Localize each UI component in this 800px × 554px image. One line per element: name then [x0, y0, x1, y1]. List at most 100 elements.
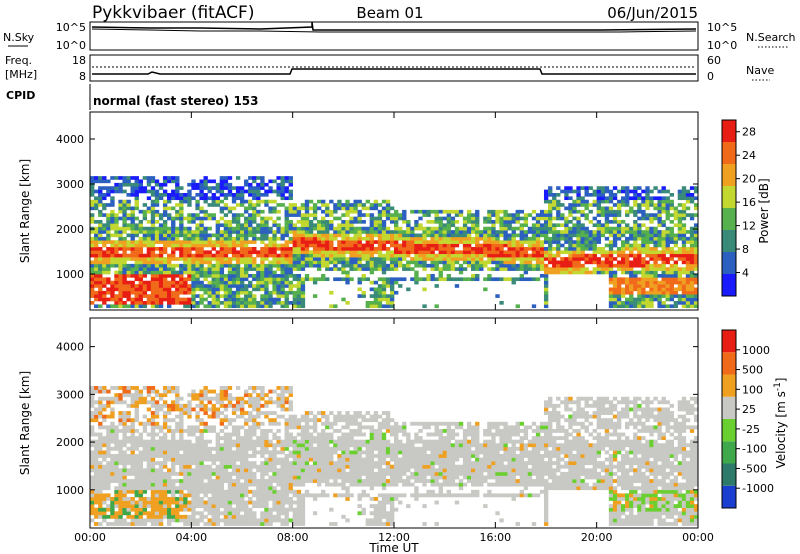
heatmap-cell: [385, 257, 391, 261]
heatmap-cell: [410, 243, 415, 248]
heatmap-cell: [244, 236, 249, 241]
heatmap-cell: [560, 243, 565, 248]
heatmap-cell: [130, 428, 135, 433]
heatmap-cell: [231, 418, 237, 423]
heatmap-cell: [167, 511, 172, 516]
heatmap-cell: [434, 284, 439, 288]
heatmap-cell: [641, 290, 646, 295]
heatmap-cell: [649, 297, 654, 302]
heatmap-cell: [215, 471, 220, 476]
heatmap-cell: [479, 253, 484, 258]
heatmap-cell: [248, 220, 253, 224]
heatmap-cell: [515, 250, 520, 255]
heatmap-cell: [179, 233, 184, 238]
heatmap-cell: [235, 277, 241, 282]
heatmap-cell: [114, 454, 119, 458]
heatmap-cell: [612, 236, 618, 241]
heatmap-cell: [442, 230, 447, 234]
heatmap-cell: [239, 425, 245, 430]
heatmap-cell: [171, 253, 176, 258]
heatmap-cell: [195, 199, 200, 204]
heatmap-cell: [308, 250, 314, 255]
heatmap-cell: [507, 223, 512, 228]
heatmap-cell: [191, 182, 196, 187]
heatmap-cell: [94, 479, 99, 483]
heatmap-cell: [122, 507, 127, 512]
heatmap-cell: [223, 301, 229, 305]
heatmap-cell: [162, 287, 168, 292]
heatmap-cell: [479, 267, 484, 271]
heatmap-cell: [106, 260, 111, 265]
heatmap-cell: [685, 257, 691, 261]
heatmap-cell: [260, 274, 265, 278]
heatmap-cell: [122, 176, 127, 180]
heatmap-cell: [616, 236, 622, 241]
heatmap-cell: [479, 230, 484, 234]
heatmap-cell: [102, 290, 107, 295]
heatmap-cell: [349, 216, 354, 221]
heatmap-cell: [171, 464, 176, 469]
heatmap-cell: [134, 403, 139, 408]
heatmap-cell: [450, 260, 456, 265]
heatmap-cell: [219, 389, 225, 394]
heatmap-cell: [677, 209, 683, 214]
heatmap-cell: [199, 482, 204, 487]
heatmap-cell: [333, 233, 338, 238]
heatmap-cell: [98, 186, 103, 190]
heatmap-cell: [122, 496, 127, 501]
heatmap-cell: [223, 386, 229, 390]
heatmap-cell: [552, 267, 557, 271]
heatmap-cell: [600, 193, 606, 197]
heatmap-cell: [272, 287, 277, 292]
heatmap-cell: [90, 253, 95, 258]
heatmap-cell: [434, 240, 439, 244]
heatmap-cell: [539, 213, 545, 217]
heatmap-cell: [146, 432, 152, 437]
heatmap-cell: [171, 236, 176, 241]
heatmap-cell: [90, 511, 95, 516]
heatmap-cell: [158, 446, 164, 451]
heatmap-cell: [511, 277, 516, 282]
heatmap-cell: [191, 479, 196, 483]
heatmap-cell: [629, 243, 634, 248]
heatmap-cell: [142, 213, 148, 217]
heatmap-cell: [142, 504, 148, 509]
heatmap-cell: [608, 220, 614, 224]
heatmap-cell: [620, 189, 626, 194]
heatmap-cell: [442, 236, 447, 241]
heatmap-cell: [203, 257, 208, 261]
heatmap-cell: [637, 203, 642, 207]
heatmap-cell: [146, 504, 152, 509]
heatmap-cell: [475, 277, 480, 282]
heatmap-cell: [361, 230, 366, 234]
heatmap-cell: [239, 522, 245, 526]
heatmap-cell: [167, 206, 172, 211]
heatmap-cell: [158, 290, 164, 295]
heatmap-cell: [102, 425, 107, 430]
heatmap-cell: [414, 209, 419, 214]
heatmap-cell: [175, 507, 180, 512]
heatmap-cell: [321, 277, 326, 282]
heatmap-cell: [645, 250, 650, 255]
heatmap-cell: [361, 250, 366, 255]
heatmap-cell: [219, 450, 225, 455]
heatmap-cell: [633, 247, 638, 251]
heatmap-cell: [106, 240, 111, 244]
heatmap-cell: [179, 297, 184, 302]
heatmap-cell: [527, 213, 533, 217]
heatmap-cell: [657, 280, 662, 285]
heatmap-cell: [154, 522, 160, 526]
heatmap-cell: [162, 403, 168, 408]
heatmap-cell: [195, 511, 200, 516]
heatmap-cell: [118, 496, 123, 501]
heatmap-cell: [106, 450, 111, 455]
heatmap-cell: [337, 230, 342, 234]
heatmap-cell: [154, 450, 160, 455]
heatmap-cell: [402, 220, 407, 224]
heatmap-cell: [94, 496, 99, 501]
heatmap-cell: [625, 209, 630, 214]
heatmap-cell: [110, 411, 115, 415]
heatmap-cell: [337, 250, 342, 255]
heatmap-cell: [90, 428, 95, 433]
heatmap-cell: [187, 196, 192, 201]
